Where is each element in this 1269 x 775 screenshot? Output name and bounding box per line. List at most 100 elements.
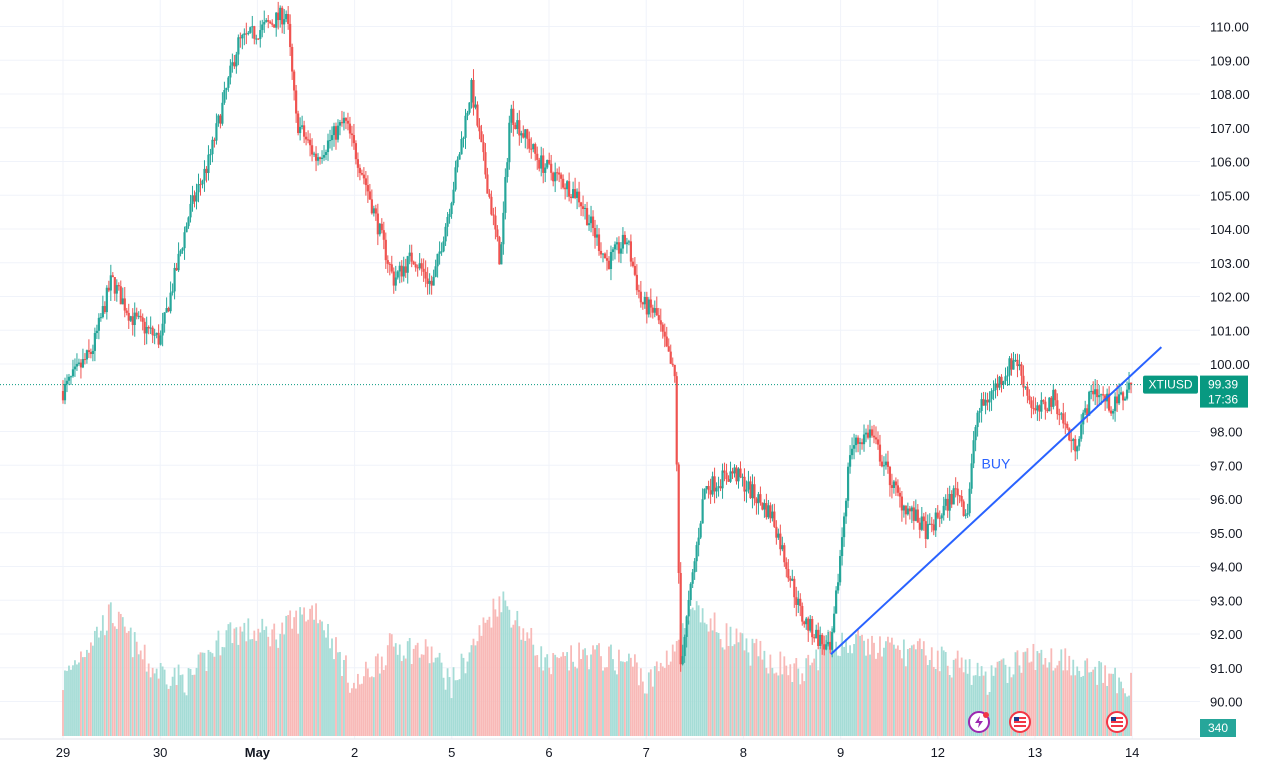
volume-bar	[761, 659, 764, 736]
volume-bar	[803, 681, 806, 736]
candle-body	[759, 494, 762, 503]
candle-body	[924, 521, 927, 539]
candle-body	[904, 505, 907, 515]
date-tick-label: 29	[56, 745, 70, 760]
volume-bar	[833, 649, 836, 736]
candle-body	[894, 481, 898, 486]
candle-body	[643, 296, 646, 305]
date-tick-label: 30	[153, 745, 167, 760]
volume-bar	[319, 619, 321, 736]
volume-bar	[713, 612, 716, 736]
volume-bar	[1082, 675, 1085, 736]
candle-body	[900, 496, 903, 511]
candle-body	[982, 399, 985, 406]
volume-bar	[125, 632, 128, 736]
candle-body	[524, 129, 527, 138]
candle-body	[187, 217, 190, 227]
volume-bar	[179, 675, 182, 736]
volume-bar	[329, 648, 331, 736]
candle-body	[231, 62, 234, 66]
volume-bar	[741, 633, 744, 736]
volume-bar	[532, 644, 535, 736]
candle-body	[1052, 389, 1055, 407]
volume-bar	[757, 656, 760, 736]
volume-bar	[502, 591, 505, 736]
price-tick-label: 104.00	[1210, 222, 1250, 237]
candle-body	[791, 578, 794, 581]
candle-body	[1058, 414, 1061, 416]
candle-body	[342, 117, 346, 124]
volume-bar	[952, 659, 955, 736]
candle-body	[229, 65, 232, 78]
candle-body	[568, 181, 571, 197]
volume-bar	[436, 657, 439, 736]
candle-body	[1078, 438, 1081, 447]
volume-bar	[235, 627, 238, 736]
us-flag-icon[interactable]	[1009, 711, 1031, 733]
candle-body	[779, 533, 782, 550]
lightning-icon[interactable]	[968, 711, 990, 733]
candle-body	[478, 125, 481, 132]
date-tick-label: 5	[448, 745, 455, 760]
volume-bar	[988, 691, 991, 736]
volume-bar	[893, 644, 895, 736]
volume-bar	[207, 649, 210, 736]
candle-body	[1006, 375, 1009, 377]
volume-bar	[64, 670, 66, 736]
candle-body	[488, 193, 491, 197]
volume-bar	[641, 681, 644, 736]
candle-body	[950, 493, 953, 505]
volume-bar	[510, 627, 513, 736]
candle-body	[522, 133, 525, 138]
volume-bar	[715, 632, 718, 736]
volume-bar	[787, 675, 790, 736]
candle-body	[155, 332, 158, 335]
candle-body	[701, 499, 704, 524]
candle-body	[793, 578, 796, 598]
volume-bar	[199, 652, 202, 736]
volume-bar	[123, 626, 126, 736]
volume-bar	[873, 642, 875, 736]
candle-body	[1110, 410, 1113, 414]
volume-bar	[990, 665, 993, 736]
candle-body	[1026, 386, 1029, 396]
volume-bar	[291, 628, 294, 736]
candle-body	[304, 136, 308, 140]
candle-body	[514, 124, 517, 130]
volume-bar	[1018, 665, 1021, 736]
candle-body	[679, 572, 682, 665]
candle-body	[1038, 405, 1041, 412]
symbol-tag[interactable]	[1143, 375, 1198, 394]
volume-bar	[400, 661, 403, 736]
volume-bar	[1122, 688, 1124, 736]
candle-body	[163, 312, 166, 324]
volume-bar	[289, 610, 292, 736]
volume-bar	[418, 657, 421, 736]
us-flag-icon[interactable]	[1106, 711, 1128, 733]
volume-value-label: 340	[1208, 721, 1228, 735]
volume-bar	[428, 663, 431, 736]
candle-body	[404, 266, 407, 273]
candle-body	[1002, 381, 1005, 385]
volume-bar	[819, 647, 822, 736]
candle-body	[685, 616, 688, 637]
volume-bar	[1004, 664, 1007, 736]
candle-body	[723, 470, 726, 473]
candle-body	[665, 336, 668, 347]
candle-body	[852, 445, 856, 449]
candle-body	[956, 488, 959, 496]
volume-bar	[801, 673, 804, 736]
candle-body	[829, 641, 832, 650]
candle-body	[532, 144, 535, 150]
volume-bar	[185, 695, 188, 736]
price-axis[interactable]	[1200, 0, 1269, 740]
volume-bar	[452, 667, 455, 736]
volume-bar	[227, 624, 230, 736]
volume-bar	[315, 603, 317, 736]
trendline[interactable]	[830, 346, 1163, 655]
candle-body	[105, 287, 108, 313]
volume-bar	[223, 647, 226, 736]
volume-bar	[863, 640, 865, 736]
volume-bar	[783, 656, 786, 736]
